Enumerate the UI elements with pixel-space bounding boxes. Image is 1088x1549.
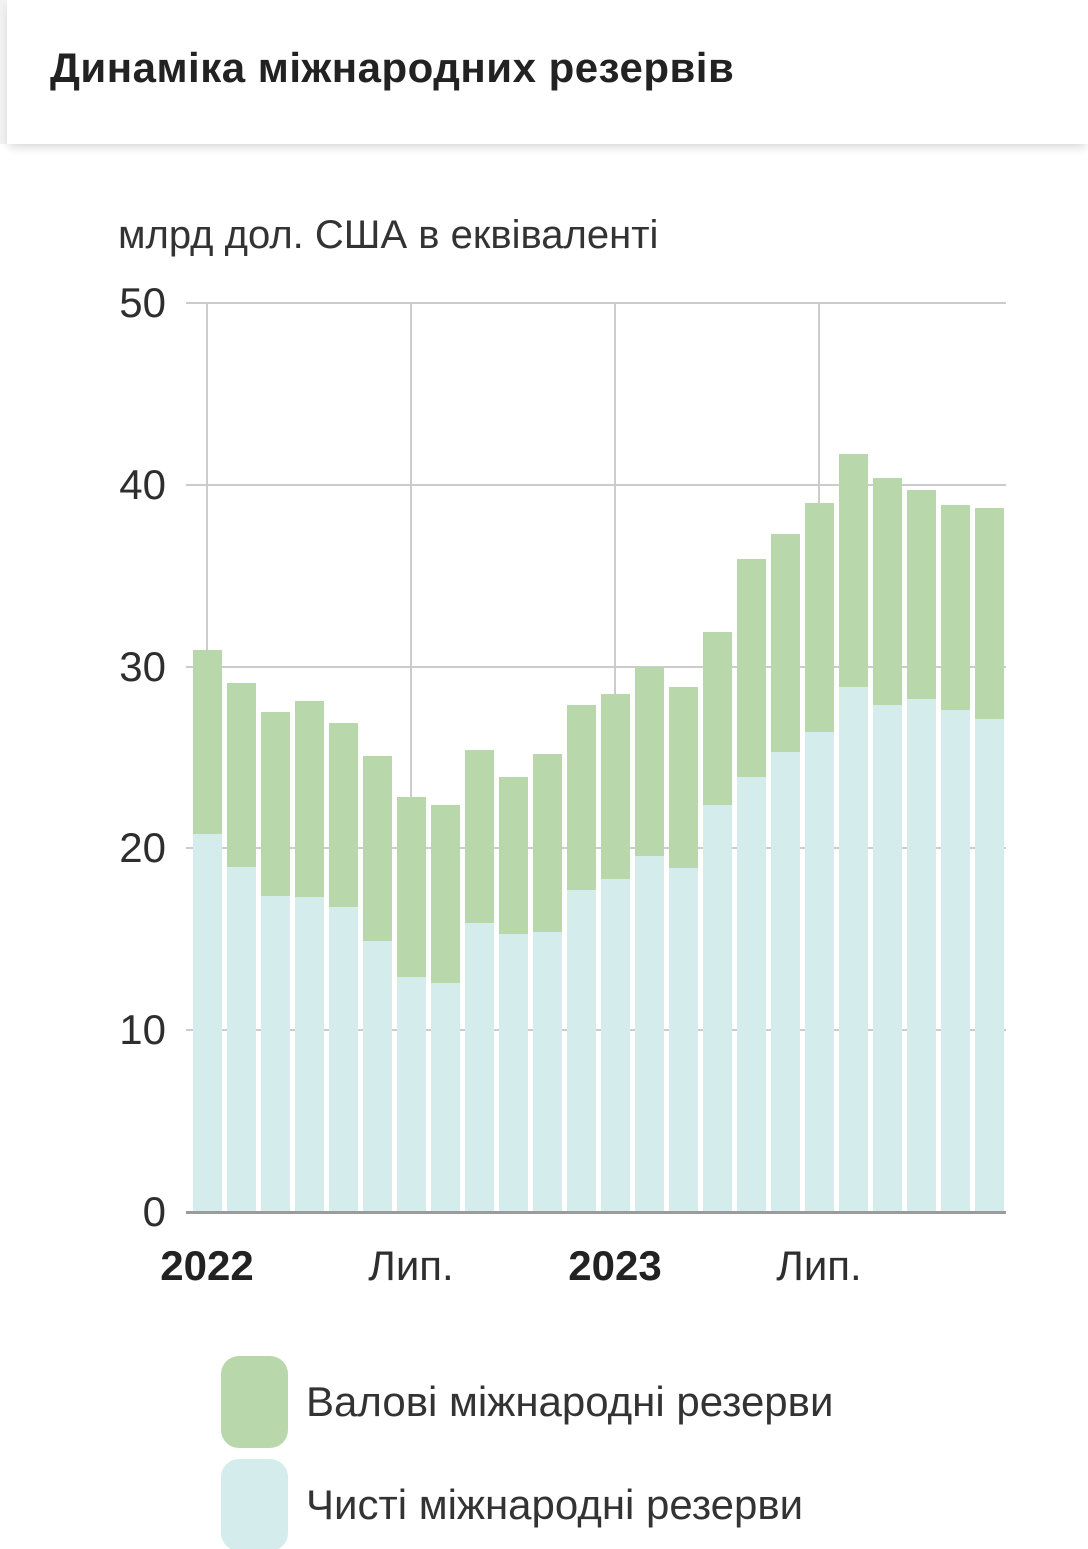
page-background-edge [0,0,7,144]
bar-segment-net[interactable] [532,932,562,1212]
bar-segment-gross[interactable] [634,666,664,856]
bar-segment-net[interactable] [362,941,392,1212]
grid-line-h [186,483,1006,486]
legend-label-gross: Валові міжнародні резерви [306,1378,834,1425]
x-axis-line [186,1211,1006,1214]
bar-segment-net[interactable] [430,982,460,1212]
x-tick-label: Лип. [368,1242,454,1289]
bar-segment-net[interactable] [600,879,630,1212]
bar-segment-gross[interactable] [498,777,528,934]
bar-segment-net[interactable] [498,933,528,1212]
bar-segment-gross[interactable] [430,804,460,983]
y-tick-label: 20 [119,824,166,872]
y-tick-label: 40 [119,460,166,508]
grid-line-h [186,847,1006,850]
bar-segment-gross[interactable] [940,504,970,711]
bar-segment-gross[interactable] [192,650,222,834]
y-tick-label: 50 [119,279,166,326]
bar-segment-net[interactable] [974,719,1004,1212]
bar-segment-gross[interactable] [906,490,936,700]
bar-segment-net[interactable] [736,777,766,1212]
bar-segment-gross[interactable] [668,686,698,869]
bar-segment-gross[interactable] [804,502,834,733]
bar-segment-gross[interactable] [770,533,800,753]
grid-line-v [410,303,412,1212]
bar-segment-gross[interactable] [260,712,290,896]
legend-item-net[interactable]: Чисті міжнародні резерви [221,1459,921,1549]
bar-segment-net[interactable] [838,686,868,1212]
bar-segment-gross[interactable] [872,477,902,705]
bar-segment-net[interactable] [770,752,800,1212]
y-tick-label: 0 [142,1188,166,1235]
legend-item-gross[interactable]: Валові міжнародні резерви [221,1356,921,1452]
bar-segment-net[interactable] [872,704,902,1212]
bar-segment-net[interactable] [226,866,256,1212]
bar-segment-net[interactable] [192,833,222,1212]
bar-segment-gross[interactable] [838,453,868,687]
bar-segment-gross[interactable] [736,559,766,778]
bar-segment-gross[interactable] [974,508,1004,720]
bar-segment-gross[interactable] [328,722,358,907]
grid-line-h [186,665,1006,668]
y-tick-label: 10 [119,1006,166,1054]
x-tick-label: 2022 [160,1242,254,1289]
legend-swatch-net [221,1459,288,1549]
x-tick-label: 2023 [568,1242,662,1289]
bar-segment-net[interactable] [328,906,358,1212]
page-title: Динаміка міжнародних резервів [50,44,735,91]
bar-segment-gross[interactable] [702,632,732,805]
bar-segment-net[interactable] [294,897,324,1212]
bar-segment-gross[interactable] [226,682,256,867]
bar-segment-gross[interactable] [294,701,324,898]
bar-segment-net[interactable] [906,699,936,1212]
bar-segment-net[interactable] [634,855,664,1212]
bar-segment-net[interactable] [702,804,732,1212]
grid-line-h [186,1029,1006,1032]
bar-segment-net[interactable] [940,710,970,1212]
bar-segment-gross[interactable] [396,797,426,978]
bar-segment-gross[interactable] [566,704,596,891]
bar-segment-net[interactable] [396,977,426,1212]
bar-segment-gross[interactable] [362,755,392,942]
bar-segment-gross[interactable] [532,753,562,933]
bar-segment-net[interactable] [464,922,494,1212]
bar-segment-net[interactable] [804,732,834,1212]
bar-segment-gross[interactable] [464,750,494,923]
bar-segment-net[interactable] [566,890,596,1212]
grid-line-h [186,302,1006,304]
bar-segment-net[interactable] [260,895,290,1212]
header-bar: Динаміка міжнародних резервів [7,0,1088,144]
y-tick-label: 30 [119,642,166,690]
x-tick-label: Лип. [776,1242,862,1289]
legend-swatch-gross [221,1356,288,1448]
legend-label-net: Чисті міжнародні резерви [306,1481,804,1528]
bar-segment-gross[interactable] [600,693,630,880]
y-axis-unit-label: млрд дол. США в еквіваленті [118,213,659,257]
bar-segment-net[interactable] [668,868,698,1212]
